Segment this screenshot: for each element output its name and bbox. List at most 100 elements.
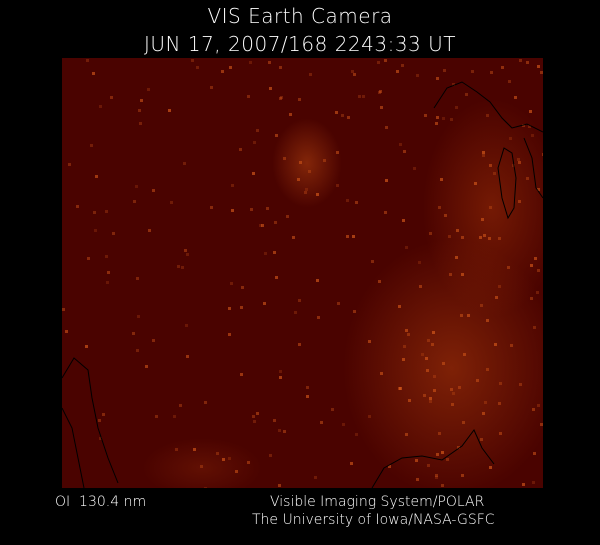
emission-speckle — [315, 193, 319, 197]
emission-speckle — [533, 256, 537, 260]
emission-speckle — [259, 224, 263, 228]
emission-speckle — [239, 373, 243, 377]
emission-speckle — [252, 172, 256, 176]
emission-speckle — [94, 175, 98, 179]
emission-speckle — [537, 64, 541, 68]
emission-speckle — [486, 368, 490, 372]
emission-speckle — [383, 59, 387, 63]
emission-speckle — [279, 96, 283, 100]
emission-speckle — [415, 73, 419, 77]
emission-speckle — [351, 234, 355, 238]
emission-speckle — [341, 423, 345, 427]
emission-speckle — [138, 122, 142, 126]
emission-speckle — [355, 433, 359, 437]
emission-speckle — [335, 150, 339, 154]
emission-speckle — [279, 65, 283, 69]
emission-speckle — [509, 137, 513, 141]
emission-speckle — [288, 112, 292, 116]
emission-speckle — [341, 114, 345, 118]
emission-speckle — [449, 117, 453, 121]
emission-speckle — [248, 61, 252, 65]
emission-speckle — [299, 161, 303, 165]
emission-speckle — [542, 152, 543, 156]
emission-speckle — [147, 88, 151, 92]
emission-speckle — [379, 106, 383, 110]
emission-speckle — [451, 392, 455, 396]
emission-speckle — [454, 255, 458, 259]
emission-speckle — [460, 474, 464, 478]
emission-speckle — [448, 272, 452, 276]
emission-speckle — [231, 208, 235, 212]
emission-speckle — [444, 213, 448, 217]
emission-speckle — [434, 474, 438, 478]
emission-speckle — [489, 70, 493, 74]
emission-speckle — [439, 177, 443, 181]
emission-speckle — [378, 90, 382, 94]
emission-speckle — [454, 105, 458, 109]
lake-michigan-outline — [497, 147, 517, 220]
emission-speckle — [531, 480, 535, 484]
emission-speckle — [192, 448, 196, 452]
emission-speckle — [405, 432, 409, 436]
emission-speckle — [65, 329, 69, 333]
emission-speckle — [385, 178, 389, 182]
emission-speckle — [112, 232, 116, 236]
emission-speckle — [446, 458, 450, 462]
emission-speckle — [215, 451, 219, 455]
emission-speckle — [167, 108, 171, 112]
emission-speckle — [252, 419, 256, 423]
emission-speckle — [136, 349, 140, 353]
emission-speckle — [291, 236, 295, 240]
emission-speckle — [179, 404, 183, 408]
image-title: VIS Earth Camera — [207, 4, 393, 28]
emission-patch — [272, 118, 342, 208]
emission-speckle — [485, 113, 489, 117]
emission-speckle — [414, 458, 418, 462]
emission-speckle — [273, 418, 277, 422]
emission-speckle — [186, 354, 190, 358]
emission-speckle — [229, 65, 233, 69]
emission-speckle — [62, 307, 66, 311]
emission-speckle — [398, 305, 402, 309]
emission-speckle — [263, 251, 267, 255]
emission-speckle — [274, 133, 278, 137]
emission-speckle — [518, 58, 522, 62]
emission-speckle — [345, 234, 349, 238]
emission-speckle — [203, 487, 207, 488]
emission-speckle — [429, 231, 433, 235]
emission-speckle — [378, 89, 382, 93]
emission-speckle — [481, 412, 485, 416]
emission-speckle — [317, 315, 321, 319]
emission-speckle — [350, 69, 354, 73]
emission-speckle — [368, 339, 372, 343]
emission-speckle — [479, 236, 483, 240]
emission-speckle — [241, 285, 245, 289]
emission-speckle — [307, 170, 311, 174]
emission-speckle — [417, 260, 421, 264]
emission-speckle — [209, 205, 213, 209]
emission-speckle — [522, 482, 526, 486]
emission-speckle — [268, 453, 272, 457]
emission-speckle — [89, 144, 93, 148]
emission-speckle — [182, 162, 186, 166]
emission-speckle — [401, 219, 405, 223]
emission-speckle — [399, 387, 403, 391]
emission-speckle — [296, 178, 300, 182]
emission-speckle — [435, 453, 439, 457]
emission-speckle — [499, 381, 503, 385]
emission-speckle — [437, 206, 441, 210]
emission-speckle — [104, 209, 108, 213]
emission-speckle — [134, 185, 138, 189]
emission-speckle — [527, 125, 531, 129]
emission-speckle — [267, 60, 271, 64]
emission-speckle — [170, 200, 174, 204]
emission-speckle — [427, 338, 431, 342]
emission-speckle — [398, 142, 402, 146]
emission-speckle — [498, 236, 502, 240]
emission-speckle — [537, 187, 541, 191]
emission-speckle — [352, 72, 356, 76]
emission-speckle — [518, 161, 522, 165]
emission-speckle — [537, 269, 541, 273]
emission-speckle — [272, 251, 276, 255]
emission-patch — [342, 238, 543, 488]
